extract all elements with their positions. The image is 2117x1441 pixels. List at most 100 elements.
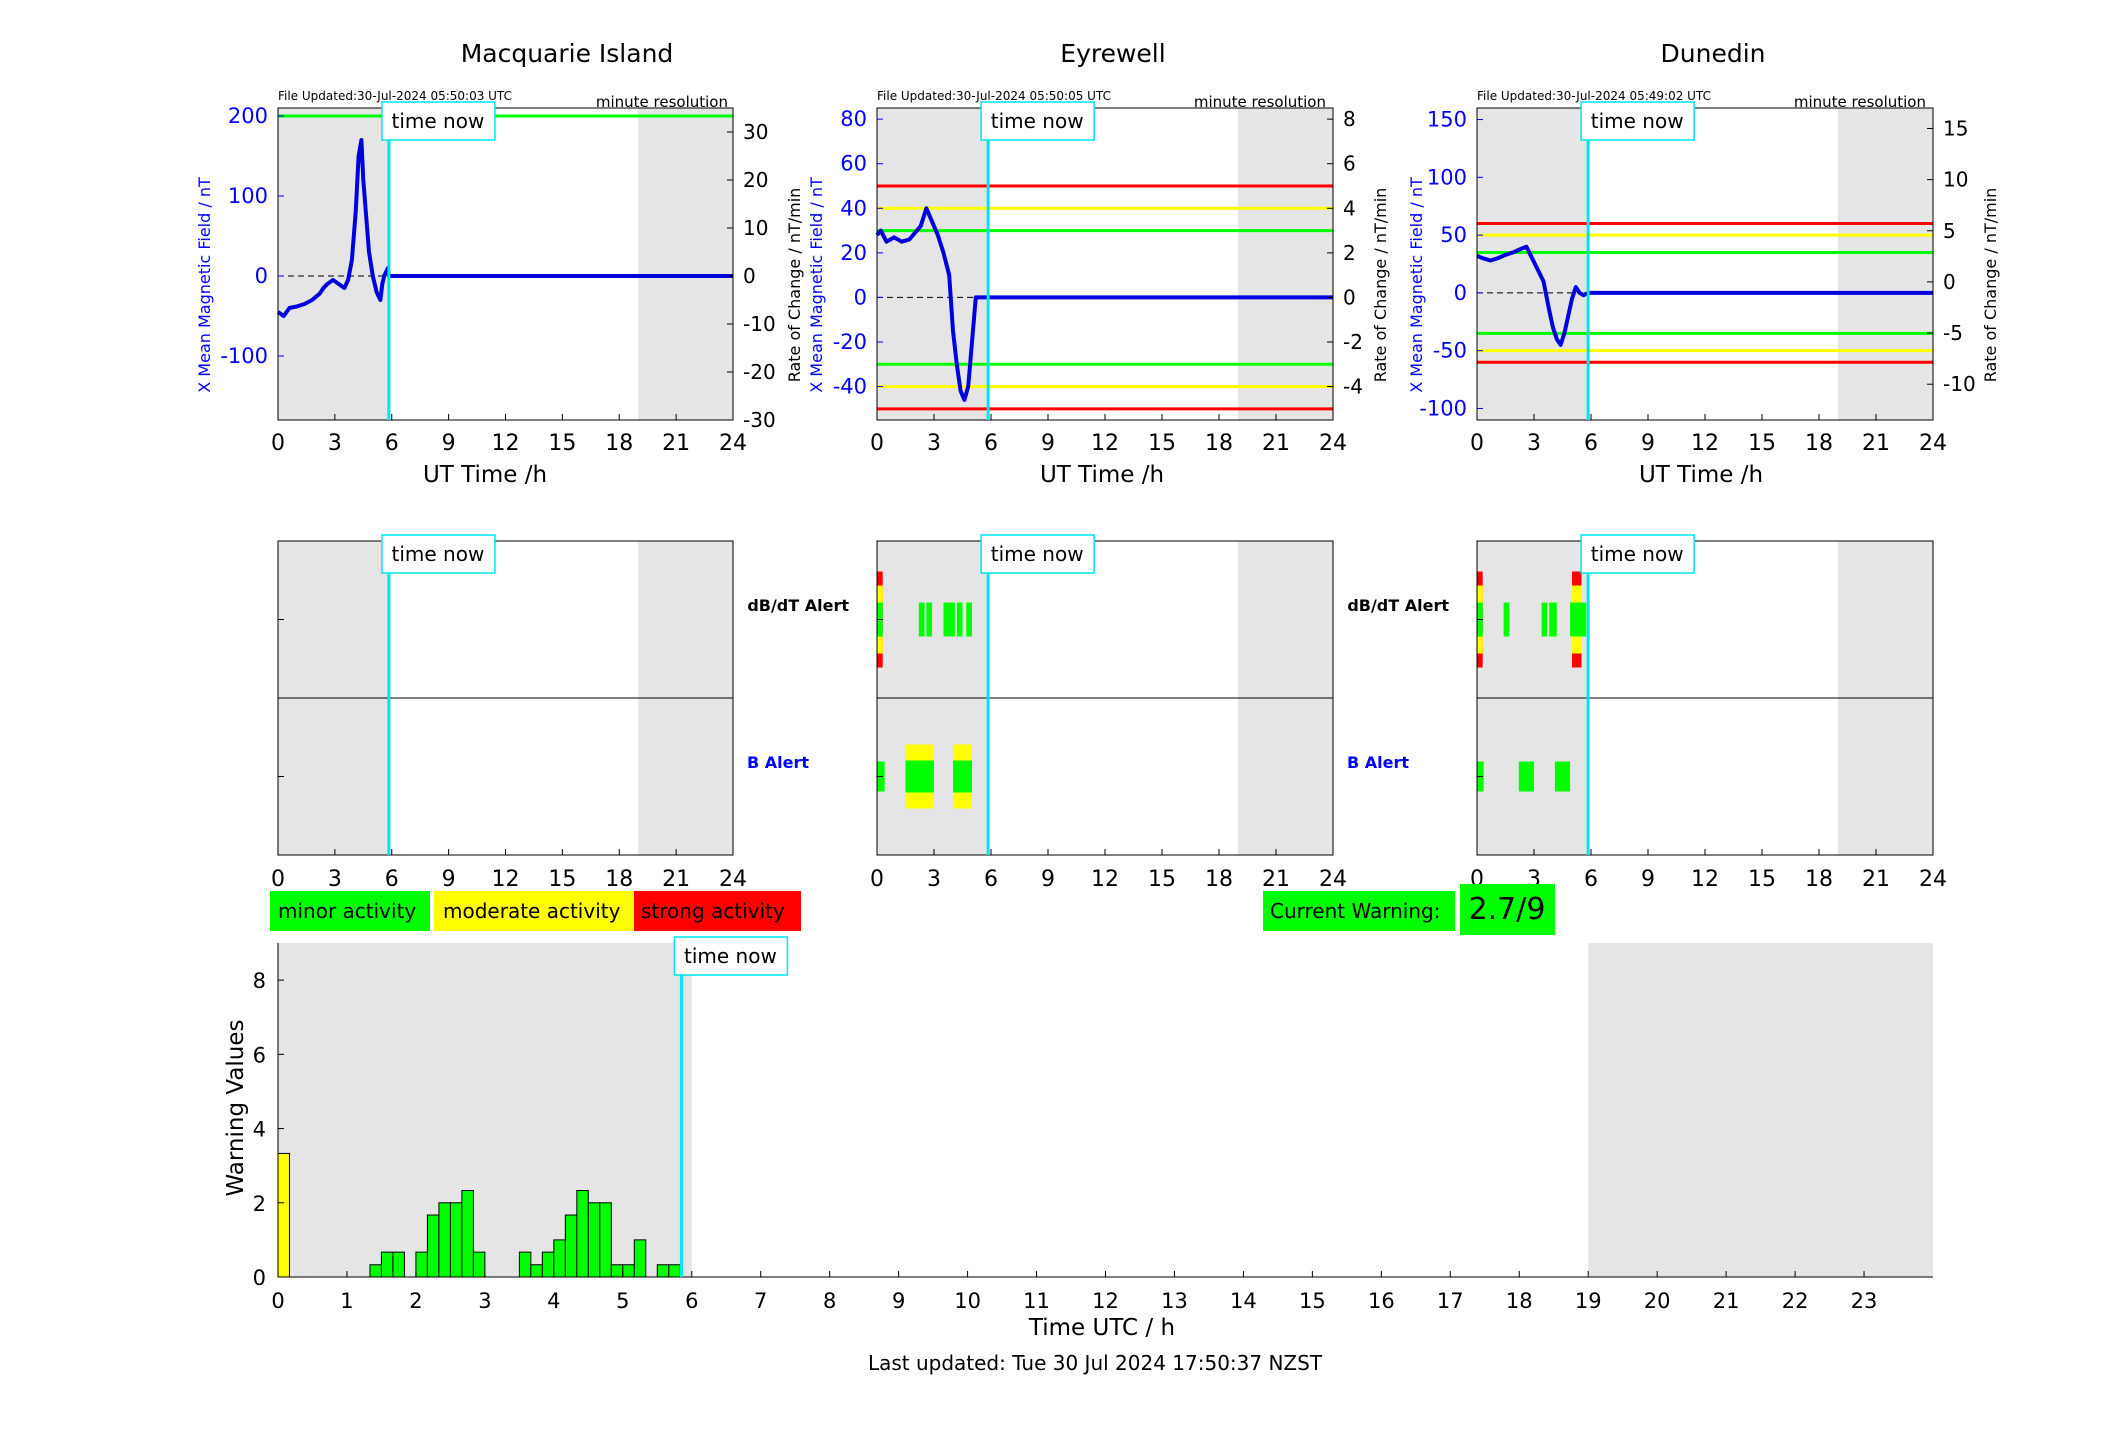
x-tick-label: 18 <box>1506 1289 1533 1313</box>
x-tick-label: 6 <box>984 867 998 892</box>
x-tick-label: 0 <box>271 431 285 456</box>
warning-bar <box>564 1214 578 1278</box>
x-tick-label: 3 <box>328 431 342 456</box>
y-left-tick-label: -40 <box>833 375 867 399</box>
y-left-tick-label: 100 <box>228 184 268 208</box>
x-tick-label: 6 <box>385 431 399 456</box>
time-now-label: time now <box>1591 109 1684 133</box>
legend-minor-swatch <box>270 891 430 931</box>
night-shade <box>278 943 692 1277</box>
legend-strong-label: strong activity <box>641 899 785 923</box>
time-now-callout: time now <box>381 101 496 141</box>
x-tick-label: 0 <box>870 431 884 456</box>
x-tick-label: 18 <box>1805 867 1833 892</box>
y-right-tick-label: 6 <box>1343 152 1356 176</box>
x-tick-label: 12 <box>1691 867 1719 892</box>
x-tick-label: 15 <box>548 431 576 456</box>
warning-bar <box>587 1202 601 1278</box>
x-tick-label: 6 <box>1584 867 1598 892</box>
ylabel-left-macquarie: X Mean Magnetic Field / nT <box>195 177 214 393</box>
x-tick-label: 9 <box>442 867 456 892</box>
chart-title-eyrewell: Eyrewell <box>1060 39 1165 68</box>
x-tick-label: 10 <box>954 1289 981 1313</box>
x-tick-label: 5 <box>616 1289 629 1313</box>
time-now-label: time now <box>684 944 777 968</box>
x-tick-label: 9 <box>892 1289 905 1313</box>
magnetic-field-series <box>276 138 733 318</box>
bottom-ylabel: Warning Values <box>223 1019 249 1196</box>
x-tick-label: 23 <box>1851 1289 1878 1313</box>
warning-bar <box>599 1202 612 1278</box>
alert-segment-minor <box>926 602 933 637</box>
time-now-label: time now <box>392 109 485 133</box>
time-now-callout: time now <box>1580 534 1695 574</box>
current-warning-value-box <box>1460 884 1555 935</box>
time-now-callout: time now <box>980 534 1095 574</box>
x-tick-label: 21 <box>662 431 690 456</box>
x-tick-label: 9 <box>442 431 456 456</box>
alert-segment-minor <box>1503 602 1510 637</box>
current-warning-value: 2.7/9 <box>1469 892 1546 927</box>
y-right-tick-label: -30 <box>743 408 776 432</box>
x-tick-label: 15 <box>1748 867 1776 892</box>
time-now-box <box>980 101 1095 141</box>
x-tick-label: 12 <box>1091 867 1119 892</box>
y-tick-label: 4 <box>253 1118 266 1142</box>
alert-segment-minor <box>966 602 972 637</box>
warning-bar <box>541 1251 555 1278</box>
x-tick-label: 15 <box>548 867 576 892</box>
legend-strong-swatch <box>634 891 801 931</box>
y-right-tick-label: 10 <box>1943 168 1968 192</box>
y-tick-label: 8 <box>253 969 266 993</box>
alert-segment-minor <box>1518 761 1534 792</box>
x-tick-label: 18 <box>605 867 633 892</box>
warning-bar <box>392 1251 405 1278</box>
row-label-dbdt-eyrewell: dB/dT Alert <box>747 596 849 615</box>
x-tick-label: 20 <box>1644 1289 1671 1313</box>
ylabel-left-eyrewell: X Mean Magnetic Field / nT <box>807 177 826 393</box>
minute-resolution-dunedin: minute resolution <box>1794 93 1926 111</box>
row-label-b-eyrewell: B Alert <box>747 753 809 772</box>
x-tick-label: 19 <box>1575 1289 1602 1313</box>
last-updated: Last updated: Tue 30 Jul 2024 17:50:37 N… <box>868 1351 1323 1375</box>
xlabel-macquarie: UT Time /h <box>423 462 547 488</box>
y-left-tick-label: -100 <box>1419 396 1467 420</box>
x-tick-label: 14 <box>1230 1289 1257 1313</box>
x-tick-label: 24 <box>1919 431 1947 456</box>
x-tick-label: 3 <box>1527 431 1541 456</box>
x-tick-label: 18 <box>605 431 633 456</box>
y-right-tick-label: 0 <box>1343 285 1356 309</box>
night-shade <box>638 108 733 420</box>
warning-bar <box>438 1202 451 1278</box>
y-left-tick-label: 0 <box>255 264 268 288</box>
warning-bar <box>622 1264 635 1278</box>
warning-bar <box>369 1264 382 1278</box>
y-right-tick-label: 10 <box>743 216 768 240</box>
x-tick-label: 24 <box>1319 431 1347 456</box>
time-now-callout: time now <box>1580 101 1695 141</box>
x-tick-label: 22 <box>1782 1289 1809 1313</box>
y-right-tick-label: 30 <box>743 120 768 144</box>
y-tick-label: 0 <box>253 1266 266 1290</box>
chart-title-macquarie: Macquarie Island <box>461 39 674 68</box>
alert-segment-minor <box>1570 602 1572 637</box>
legend-minor-label: minor activity <box>278 899 416 923</box>
night-shade <box>1838 108 1933 420</box>
x-tick-label: 6 <box>685 1289 698 1313</box>
warning-bar <box>530 1264 543 1278</box>
warning-bar <box>553 1239 566 1278</box>
alert-segment-minor <box>943 602 955 637</box>
x-tick-label: 2 <box>409 1289 422 1313</box>
time-now-label: time now <box>991 109 1084 133</box>
x-tick-label: 12 <box>1092 1289 1119 1313</box>
x-tick-label: 24 <box>719 431 747 456</box>
magnetic-field-series <box>1476 244 1933 347</box>
x-tick-label: 0 <box>271 867 285 892</box>
x-tick-label: 21 <box>1262 431 1290 456</box>
time-now-box <box>381 101 496 141</box>
file-updated-eyrewell: File Updated:30-Jul-2024 05:50:05 UTC <box>877 89 1111 103</box>
x-tick-label: 24 <box>719 867 747 892</box>
x-tick-label: 24 <box>1319 867 1347 892</box>
y-left-tick-label: 40 <box>840 196 867 220</box>
x-tick-label: 15 <box>1299 1289 1326 1313</box>
